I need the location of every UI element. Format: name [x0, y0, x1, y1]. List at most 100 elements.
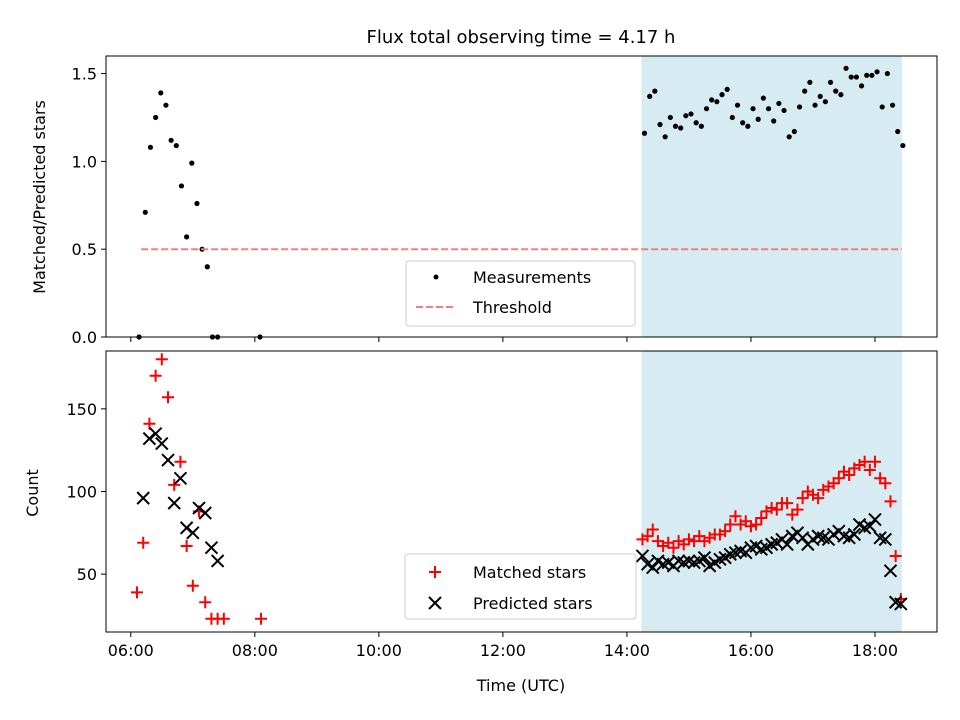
matched-star-point [879, 477, 892, 490]
predicted-star-point [198, 506, 212, 520]
count-axes-frame [105, 350, 938, 633]
x-tick-label: 08:00 [232, 641, 278, 660]
measurement-point [729, 114, 735, 121]
predicted-star-point [847, 527, 862, 542]
measurement-point [709, 97, 715, 103]
matched-star-point [744, 520, 757, 533]
predicted-star-point [635, 549, 650, 563]
matched-star-point [155, 353, 168, 366]
matched-star-point [750, 518, 763, 531]
count-x-axis: 06:00 08:00 10:00 12:00 14:00 16:00 18:00 [108, 632, 898, 660]
ratio-marks [136, 65, 906, 340]
chart-title: Flux total observing time = 4.17 h [367, 27, 676, 48]
measurement-point [864, 72, 870, 78]
measurement-point [786, 134, 792, 140]
y-tick-label: 150 [66, 400, 97, 419]
count-panel: 50 100 150 06:00 08:00 10:00 12:00 14:00 16:00 1… [23, 350, 938, 695]
measurement-point [662, 134, 668, 140]
predicted-star-point [646, 560, 660, 575]
matched-star-point [729, 510, 742, 523]
measurement-point [688, 111, 694, 117]
measurement-point [900, 142, 906, 149]
measurement-point [745, 123, 751, 129]
y-tick-label: 0.5 [72, 240, 97, 259]
observing-span-top [641, 56, 902, 337]
ratio-y-label: Matched/Predicted stars [30, 100, 49, 294]
measurement-point [693, 120, 699, 126]
measurement-point [652, 88, 658, 94]
measurement-point [657, 121, 663, 128]
x-tick-label: 18:00 [852, 641, 898, 660]
y-tick-label: 50 [77, 565, 97, 584]
predicted-star-point [863, 519, 877, 533]
matched-star-point [796, 492, 809, 505]
x-tick-label: 12:00 [480, 641, 526, 660]
matched-star-point [255, 612, 268, 625]
legend-predicted-marker [428, 596, 442, 610]
measurement-point [884, 70, 890, 77]
matched-star-point [131, 586, 144, 599]
matched-star-point [682, 533, 695, 546]
measurement-point [817, 93, 823, 99]
legend-matched-marker [429, 566, 441, 578]
measurement-point [853, 74, 859, 80]
matched-star-point [217, 612, 230, 625]
matched-star-point [765, 502, 778, 515]
matched-star-point [137, 536, 150, 549]
measurement-point [833, 88, 839, 94]
measurement-point [812, 102, 818, 108]
predicted-star-point [136, 491, 150, 505]
measurement-point [683, 113, 689, 119]
measurement-point [776, 100, 782, 107]
measurement-point [714, 99, 720, 105]
matched-star-point [868, 455, 881, 468]
predicted-star-point [883, 564, 898, 578]
measurement-point [667, 114, 673, 121]
predicted-star-point [878, 532, 893, 547]
legend-measurement-marker [433, 274, 439, 280]
observing-span-bottom [641, 351, 902, 632]
matched-star-point [186, 579, 199, 592]
measurement-point [895, 128, 901, 135]
matched-star-point [858, 455, 871, 468]
measurement-point [874, 69, 880, 75]
predicted-star-point [155, 436, 169, 451]
measurement-point [889, 102, 896, 108]
y-tick-label: 0.0 [72, 328, 97, 347]
measurement-point [771, 118, 777, 124]
measurement-point [672, 123, 679, 129]
measurement-point [827, 79, 834, 85]
predicted-star-point [173, 471, 188, 485]
measurement-point [147, 144, 154, 150]
measurement-point [703, 106, 710, 112]
measurement-point [755, 116, 761, 122]
ratio-axes-frame [105, 55, 938, 338]
measurement-point [734, 102, 741, 108]
measurement-point [781, 107, 787, 114]
measurement-point [168, 137, 174, 143]
matched-star-point [832, 472, 845, 485]
measurement-point [724, 86, 730, 92]
measurement-point [194, 200, 200, 207]
matched-star-point [889, 549, 902, 562]
x-tick-label: 14:00 [604, 641, 650, 660]
predicted-star-point [167, 496, 181, 510]
y-tick-label: 100 [66, 483, 97, 502]
predicted-star-point [868, 512, 882, 527]
measurement-point [142, 209, 148, 215]
ratio-x-ticks [130, 337, 876, 342]
legend-matched-label: Matched stars [473, 563, 586, 582]
measurement-point [750, 106, 756, 112]
measurement-point [153, 114, 159, 121]
measurement-point [678, 125, 684, 131]
measurement-point [184, 234, 190, 240]
matched-star-point [719, 525, 732, 538]
measurement-point [698, 123, 704, 129]
matched-star-point [667, 541, 680, 554]
measurement-point [796, 104, 803, 110]
predicted-star-point [894, 597, 908, 611]
measurement-point [843, 65, 849, 71]
predicted-star-point [210, 554, 225, 568]
ratio-panel: 0.0 0.5 1.0 1.5 Matched/Predicted stars Mea… [30, 55, 938, 347]
